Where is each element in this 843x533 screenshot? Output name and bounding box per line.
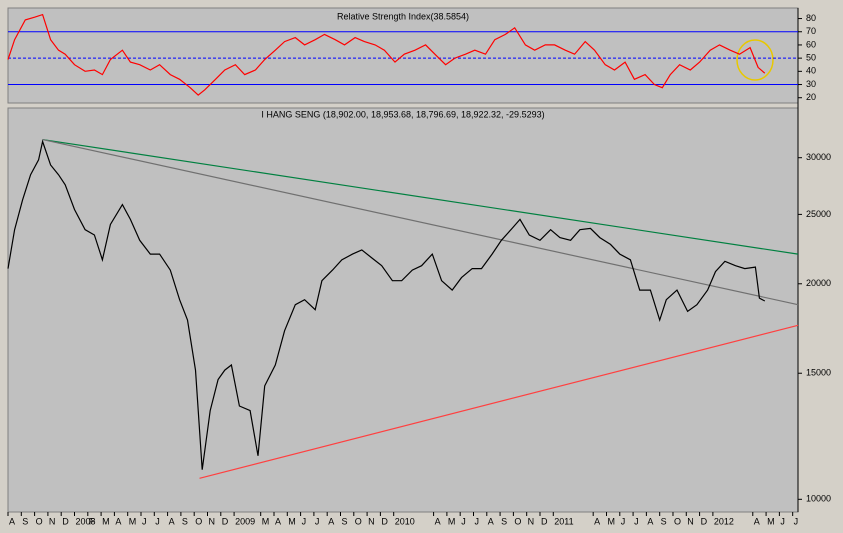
x-tick-label: 2008	[75, 516, 95, 526]
x-tick-label: F	[89, 516, 95, 526]
x-tick-label: D	[541, 516, 548, 526]
x-tick-label: J	[155, 516, 160, 526]
x-tick-label: M	[448, 516, 456, 526]
x-tick-label: J	[302, 516, 307, 526]
x-tick-label: J	[474, 516, 479, 526]
data-line	[7, 139, 766, 470]
x-tick-label: A	[488, 516, 494, 526]
x-tick-label: O	[674, 516, 681, 526]
x-tick-label: A	[9, 516, 15, 526]
x-tick-label: S	[22, 516, 28, 526]
x-tick-label: M	[288, 516, 296, 526]
x-tick-label: A	[275, 516, 281, 526]
x-tick-label: S	[501, 516, 507, 526]
x-tick-label: S	[341, 516, 347, 526]
x-tick-label: M	[102, 516, 110, 526]
x-tick-label: M	[607, 516, 615, 526]
price-panel	[7, 107, 799, 513]
y-tick-label: 25000	[806, 209, 831, 219]
y-tick-label: 30000	[806, 152, 831, 162]
x-tick-label: 2010	[395, 516, 415, 526]
x-tick-label: J	[634, 516, 639, 526]
x-tick-label: A	[169, 516, 175, 526]
x-tick-label: D	[381, 516, 388, 526]
x-tick-label: N	[687, 516, 694, 526]
y-tick-label: 20	[806, 92, 816, 102]
rsi-title: Relative Strength Index(38.5854)	[337, 11, 469, 21]
x-tick-label: J	[621, 516, 626, 526]
x-tick-label: A	[115, 516, 121, 526]
x-tick-label: O	[514, 516, 521, 526]
trendline	[42, 138, 799, 306]
x-tick-label: D	[701, 516, 708, 526]
price-title: I HANG SENG (18,902.00, 18,953.68, 18,79…	[261, 109, 544, 119]
x-tick-label: J	[780, 516, 785, 526]
y-tick-label: 70	[806, 26, 816, 36]
x-tick-label: J	[142, 516, 147, 526]
x-tick-label: J	[315, 516, 320, 526]
x-tick-label: N	[368, 516, 375, 526]
x-tick-label: N	[49, 516, 56, 526]
x-tick-label: A	[754, 516, 760, 526]
x-tick-label: N	[208, 516, 215, 526]
highlight-circle	[736, 39, 774, 81]
x-tick-label: A	[328, 516, 334, 526]
x-tick-label: S	[182, 516, 188, 526]
x-tick-label: O	[355, 516, 362, 526]
y-tick-label: 30	[806, 79, 816, 89]
x-tick-label: 2009	[235, 516, 255, 526]
x-tick-label: A	[594, 516, 600, 526]
y-tick-label: 15000	[806, 368, 831, 378]
x-tick-label: S	[661, 516, 667, 526]
x-tick-label: 2012	[714, 516, 734, 526]
y-tick-label: 40	[806, 66, 816, 76]
y-tick-label: 50	[806, 53, 816, 63]
trendline	[42, 138, 799, 255]
x-tick-label: J	[794, 516, 799, 526]
x-tick-label: D	[222, 516, 229, 526]
x-tick-label: O	[36, 516, 43, 526]
x-tick-label: M	[262, 516, 270, 526]
y-tick-label: 60	[806, 39, 816, 49]
x-tick-label: 2011	[554, 516, 573, 526]
y-tick-label: 80	[806, 13, 816, 23]
data-line	[7, 13, 766, 96]
y-tick-label: 20000	[806, 278, 831, 288]
x-tick-label: M	[767, 516, 775, 526]
y-tick-label: 10000	[806, 494, 831, 504]
x-tick-label: A	[435, 516, 441, 526]
x-tick-label: N	[528, 516, 535, 526]
trendline	[199, 324, 799, 479]
x-tick-label: A	[647, 516, 653, 526]
x-tick-label: D	[62, 516, 69, 526]
x-tick-label: J	[461, 516, 466, 526]
x-tick-label: M	[129, 516, 137, 526]
x-tick-label: O	[195, 516, 202, 526]
